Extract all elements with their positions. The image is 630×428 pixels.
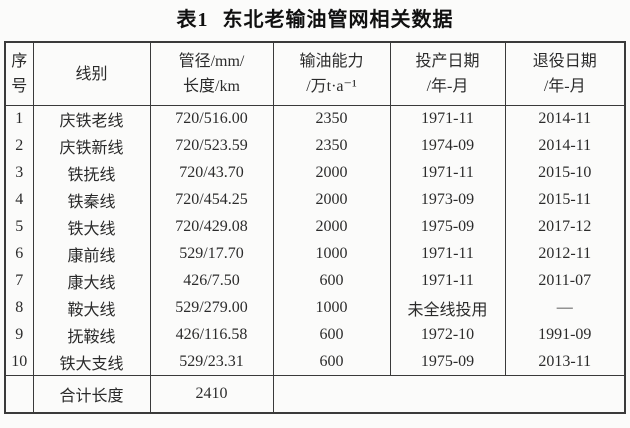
cell-line-name: 铁大支线 xyxy=(32,348,151,376)
header-commission-date: 投产日期/年-月 xyxy=(389,42,506,106)
cell-diameter-length: 720/454.25 xyxy=(149,186,274,214)
table-row: 8 鞍大线 529/279.00 1000 未全线投用 — xyxy=(4,294,626,322)
footer-cell-total-value: 2410 xyxy=(149,375,274,413)
table-foot: 合计长度 2410 xyxy=(4,375,626,413)
cell-commission-date: 1971-11 xyxy=(389,240,506,268)
cell-capacity: 1000 xyxy=(272,294,391,322)
table-head: 序号线别 管径/mm/长度/km 输油能力/万t·a⁻¹ 投产日期/年-月 退役日期/年… xyxy=(4,42,626,106)
header-line: 管径/mm/ xyxy=(178,53,245,70)
cell-retire-date: 2015-10 xyxy=(504,159,626,187)
cell-capacity: 600 xyxy=(272,267,391,295)
table-row: 10 铁大支线 529/23.31 600 1975-09 2013-11 xyxy=(4,348,626,376)
header-line: 长度/km xyxy=(183,78,240,95)
cell-commission-date: 1971-11 xyxy=(389,105,506,133)
cell-line-name: 铁秦线 xyxy=(32,186,151,214)
cell-index: 3 xyxy=(4,159,34,187)
cell-diameter-length: 426/116.58 xyxy=(149,321,274,349)
cell-retire-date: 2011-07 xyxy=(504,267,626,295)
cell-capacity: 2350 xyxy=(272,132,391,160)
header-line-name: 线别 xyxy=(32,42,151,106)
cell-commission-date: 1971-11 xyxy=(389,267,506,295)
cell-capacity: 2000 xyxy=(272,186,391,214)
cell-index: 5 xyxy=(4,213,34,241)
cell-line-name: 鞍大线 xyxy=(32,294,151,322)
header-line: 序 xyxy=(11,53,28,70)
cell-diameter-length: 720/523.59 xyxy=(149,132,274,160)
header-line: 退役日期 xyxy=(532,53,597,70)
cell-index: 8 xyxy=(4,294,34,322)
cell-index: 6 xyxy=(4,240,34,268)
footer-cell-index xyxy=(4,375,34,413)
header-line: 号 xyxy=(11,78,28,95)
footer-cell-merged-empty xyxy=(272,375,626,413)
header-line: 线别 xyxy=(75,65,108,83)
cell-index: 1 xyxy=(4,105,34,133)
cell-diameter-length: 720/429.08 xyxy=(149,213,274,241)
table-row: 2 庆铁新线 720/523.59 2350 1974-09 2014-11 xyxy=(4,132,626,160)
header-index: 序号 xyxy=(4,42,34,106)
table-row: 4 铁秦线 720/454.25 2000 1973-09 2015-11 xyxy=(4,186,626,214)
header-line: 输油能力 xyxy=(299,53,364,70)
cell-line-name: 铁抚线 xyxy=(32,159,151,187)
cell-commission-date: 1974-09 xyxy=(389,132,506,160)
table-body: 1 庆铁老线 720/516.00 2350 1971-11 2014-11 2 庆铁新线 72… xyxy=(4,105,626,376)
cell-diameter-length: 426/7.50 xyxy=(149,267,274,295)
cell-line-name: 康前线 xyxy=(32,240,151,268)
cell-index: 10 xyxy=(4,348,34,376)
footer-cell-total-label: 合计长度 xyxy=(32,375,151,413)
cell-retire-date: 2014-11 xyxy=(504,105,626,133)
table-row: 6 康前线 529/17.70 1000 1971-11 2012-11 xyxy=(4,240,626,268)
cell-commission-date: 1975-09 xyxy=(389,348,506,376)
cell-line-name: 庆铁老线 xyxy=(32,105,151,133)
cell-index: 9 xyxy=(4,321,34,349)
table-row: 1 庆铁老线 720/516.00 2350 1971-11 2014-11 xyxy=(4,105,626,133)
cell-commission-date: 1972-10 xyxy=(389,321,506,349)
cell-diameter-length: 529/17.70 xyxy=(149,240,274,268)
cell-index: 4 xyxy=(4,186,34,214)
cell-diameter-length: 529/23.31 xyxy=(149,348,274,376)
cell-commission-date: 1971-11 xyxy=(389,159,506,187)
cell-capacity: 1000 xyxy=(272,240,391,268)
cell-index: 2 xyxy=(4,132,34,160)
cell-capacity: 2350 xyxy=(272,105,391,133)
cell-line-name: 抚鞍线 xyxy=(32,321,151,349)
header-retire-date: 退役日期/年-月 xyxy=(504,42,626,106)
cell-capacity: 600 xyxy=(272,348,391,376)
header-line: /万t·a⁻¹ xyxy=(306,78,357,95)
header-diameter-length: 管径/mm/长度/km xyxy=(149,42,274,106)
cell-retire-date: 1991-09 xyxy=(504,321,626,349)
table-row: 9 抚鞍线 426/116.58 600 1972-10 1991-09 xyxy=(4,321,626,349)
cell-line-name: 康大线 xyxy=(32,267,151,295)
cell-retire-date: 2014-11 xyxy=(504,132,626,160)
cell-retire-date: 2012-11 xyxy=(504,240,626,268)
cell-capacity: 600 xyxy=(272,321,391,349)
pipeline-data-table: 序号线别 管径/mm/长度/km 输油能力/万t·a⁻¹ 投产日期/年-月 退役日期/年… xyxy=(4,41,626,414)
table-row: 3 铁抚线 720/43.70 2000 1971-11 2015-10 xyxy=(4,159,626,187)
cell-diameter-length: 720/516.00 xyxy=(149,105,274,133)
cell-retire-date: 2015-11 xyxy=(504,186,626,214)
header-capacity: 输油能力/万t·a⁻¹ xyxy=(272,42,391,106)
cell-capacity: 2000 xyxy=(272,213,391,241)
cell-retire-date: — xyxy=(504,294,626,322)
cell-line-name: 庆铁新线 xyxy=(32,132,151,160)
cell-line-name: 铁大线 xyxy=(32,213,151,241)
cell-retire-date: 2017-12 xyxy=(504,213,626,241)
table-caption: 表1 东北老输油管网相关数据 xyxy=(176,9,454,31)
cell-diameter-length: 529/279.00 xyxy=(149,294,274,322)
cell-capacity: 2000 xyxy=(272,159,391,187)
header-line: /年-月 xyxy=(543,78,586,95)
footer-row: 合计长度 2410 xyxy=(4,375,626,413)
cell-diameter-length: 720/43.70 xyxy=(149,159,274,187)
table-row: 5 铁大线 720/429.08 2000 1975-09 2017-12 xyxy=(4,213,626,241)
cell-index: 7 xyxy=(4,267,34,295)
header-line: 投产日期 xyxy=(415,53,480,70)
header-line: /年-月 xyxy=(426,78,469,95)
cell-commission-date: 1973-09 xyxy=(389,186,506,214)
header-row: 序号线别 管径/mm/长度/km 输油能力/万t·a⁻¹ 投产日期/年-月 退役日期/年… xyxy=(4,42,626,106)
table-row: 7 康大线 426/7.50 600 1971-11 2011-07 xyxy=(4,267,626,295)
cell-commission-date: 未全线投用 xyxy=(389,294,506,322)
cell-retire-date: 2013-11 xyxy=(504,348,626,376)
cell-commission-date: 1975-09 xyxy=(389,213,506,241)
